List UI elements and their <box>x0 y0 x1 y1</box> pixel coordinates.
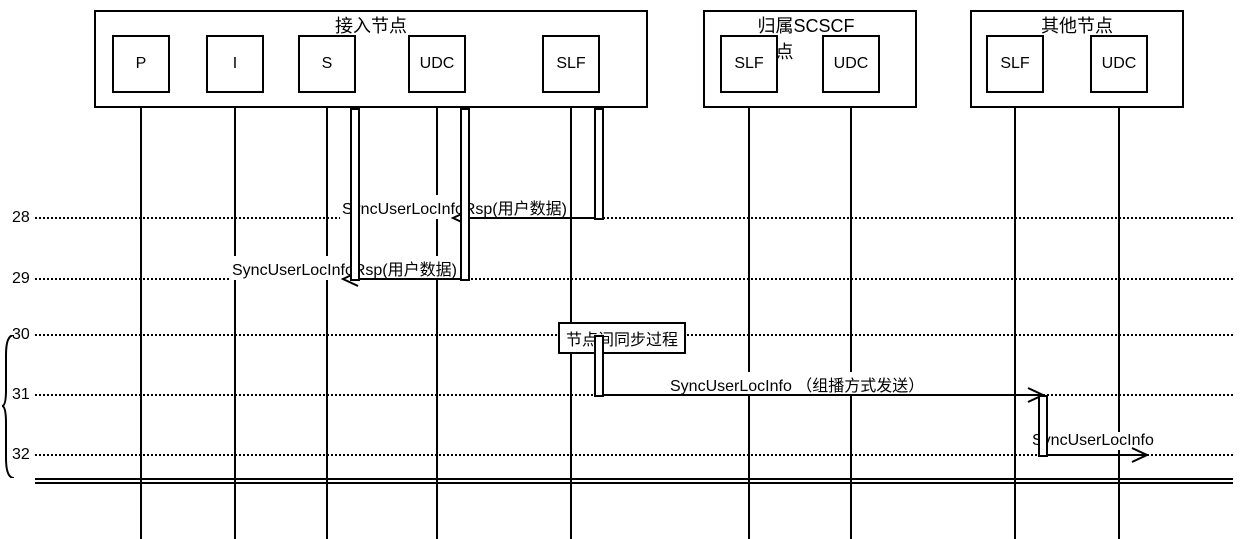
note-30: 节点间同步过程 <box>558 322 686 354</box>
brace-icon <box>2 335 16 478</box>
lifeline-udc-2 <box>850 108 852 539</box>
lifeline-s <box>326 108 328 539</box>
comp-slf-1: SLF <box>542 35 600 93</box>
sequence-diagram: { "groups": [ { "title": "接入节点", "left":… <box>0 0 1240 539</box>
comp-slf-2: SLF <box>720 35 778 93</box>
lifeline-slf-3 <box>1014 108 1016 539</box>
msg-31-label: SyncUserLocInfo （组播方式发送） <box>668 372 926 396</box>
comp-p: P <box>112 35 170 93</box>
lifeline-slf-2 <box>748 108 750 539</box>
step-dotted <box>35 278 1233 280</box>
activation-bar <box>594 108 604 220</box>
lifeline-p <box>140 108 142 539</box>
group-title: 接入节点 <box>335 10 407 38</box>
comp-i: I <box>206 35 264 93</box>
activation-bar <box>1038 395 1048 457</box>
lifeline-udc-1 <box>436 108 438 539</box>
step-num: 28 <box>12 209 30 227</box>
comp-udc-3: UDC <box>1090 35 1148 93</box>
step-dotted <box>35 217 1233 219</box>
msg-31-arrow <box>600 394 1041 396</box>
step-num: 29 <box>12 270 30 288</box>
group-title: 其他节点 <box>1041 10 1113 38</box>
lifeline-udc-3 <box>1118 108 1120 539</box>
comp-udc-2: UDC <box>822 35 880 93</box>
activation-bar <box>350 108 360 281</box>
double-line <box>35 478 1233 484</box>
msg-29-arrow <box>355 278 464 280</box>
comp-udc-1: UDC <box>408 35 466 93</box>
lifeline-i <box>234 108 236 539</box>
arrow-right-icon <box>1130 446 1150 464</box>
comp-s: S <box>298 35 356 93</box>
msg-28-arrow <box>465 217 598 219</box>
activation-bar <box>460 108 470 281</box>
activation-bar <box>594 335 604 397</box>
comp-slf-3: SLF <box>986 35 1044 93</box>
